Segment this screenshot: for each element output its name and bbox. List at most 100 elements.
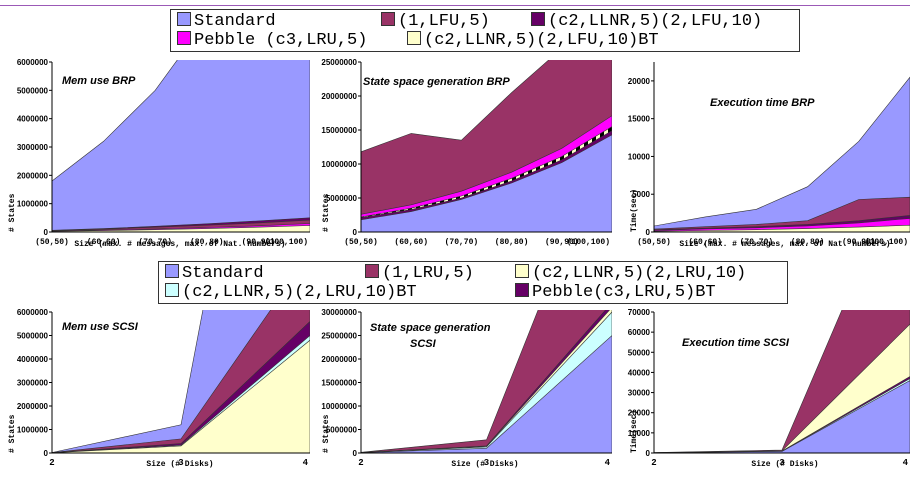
y-axis-label: # States <box>8 193 17 232</box>
x-tick-label: (70,70) <box>740 238 774 247</box>
chart-title: Execution time SCSI <box>682 337 790 349</box>
y-axis-label: Time(sec) <box>630 189 639 232</box>
y-tick-label: 50000 <box>628 348 651 357</box>
x-tick-label: (90,90) <box>545 238 579 247</box>
x-tick-label: (70,70) <box>138 238 172 247</box>
y-tick-label: 1000000 <box>17 426 49 435</box>
legend-label: Standard <box>194 12 276 31</box>
y-tick-label: 10000000 <box>321 402 357 411</box>
area-series <box>361 335 612 453</box>
x-tick-label: 4 <box>903 458 909 468</box>
y-tick-label: 3000000 <box>17 379 49 388</box>
legend-bottom: Standard (1,LRU,5) (c2,LLNR,5)(2,LRU,10)… <box>158 261 788 304</box>
legend-item: (c2,LLNR,5)(2,LRU,10)BT <box>165 283 417 302</box>
area-series <box>52 339 310 453</box>
y-tick-label: 30000 <box>628 389 651 398</box>
y-tick-label: 2000000 <box>17 402 49 411</box>
legend-item: (c2,LLNR,5)(2,LFU,10) <box>531 12 762 31</box>
y-axis-label: # States <box>322 414 331 453</box>
legend-swatch <box>531 12 545 26</box>
y-tick-label: 20000000 <box>321 355 357 364</box>
x-tick-label: (100,100) <box>567 238 610 247</box>
y-tick-label: 4000000 <box>17 115 49 124</box>
y-tick-label: 60000 <box>628 328 651 337</box>
legend-label: (1,LRU,5) <box>382 264 474 283</box>
y-axis-label: # States <box>322 193 331 232</box>
chart-title: Execution time BRP <box>710 97 815 109</box>
y-tick-label: 0 <box>353 449 358 458</box>
y-tick-label: 25000000 <box>321 58 357 67</box>
y-tick-label: 0 <box>44 228 49 237</box>
legend-swatch <box>365 264 379 278</box>
y-tick-label: 0 <box>353 228 358 237</box>
y-tick-label: 5000000 <box>326 426 358 435</box>
title-line: State space generation <box>370 322 491 334</box>
plot-area <box>52 310 310 453</box>
chart-title: State space generation BRP <box>363 76 510 88</box>
legend-swatch <box>165 283 179 297</box>
area-series <box>52 225 310 232</box>
area-series <box>654 224 910 232</box>
chart-title: State space generation SCSI <box>370 322 491 350</box>
x-tick-label: (100,100) <box>865 238 908 247</box>
legend-swatch <box>177 12 191 26</box>
x-tick-label: 4 <box>605 458 611 468</box>
legend-swatch <box>407 31 421 45</box>
x-axis-label: Size (# Disks) <box>451 460 518 469</box>
x-tick-label: (70,70) <box>445 238 479 247</box>
legend-item: (1,LRU,5) <box>365 264 474 283</box>
y-tick-label: 10000 <box>628 429 651 438</box>
x-tick-label: 3 <box>178 458 183 468</box>
area-series <box>654 76 910 232</box>
y-tick-label: 6000000 <box>17 308 49 317</box>
y-tick-label: 10000 <box>628 152 651 161</box>
area-series <box>52 60 310 232</box>
y-tick-label: 0 <box>44 449 49 458</box>
y-tick-label: 5000000 <box>17 332 49 341</box>
legend-swatch <box>515 264 529 278</box>
y-tick-label: 5000 <box>632 190 650 199</box>
y-tick-label: 5000000 <box>326 194 358 203</box>
x-tick-label: (100,100) <box>265 238 308 247</box>
y-tick-label: 3000000 <box>17 143 49 152</box>
y-axis-label: # States <box>8 414 17 453</box>
x-tick-label: (90,90) <box>842 238 876 247</box>
x-tick-label: 2 <box>358 458 363 468</box>
legend-label: (c2,LLNR,5)(2,LFU,10)BT <box>424 31 659 50</box>
x-tick-label: (50,50) <box>35 238 69 247</box>
x-tick-label: 3 <box>484 458 489 468</box>
y-tick-label: 15000 <box>628 115 651 124</box>
plot-area <box>361 310 612 453</box>
chart-ss-brp: 0 5000000 10000000 15000000 20000000 25000000… <box>321 58 612 247</box>
plot-area <box>654 76 910 232</box>
title-line: SCSI <box>410 338 437 350</box>
x-tick-label: 4 <box>303 458 309 468</box>
x-tick-label: 2 <box>651 458 656 468</box>
y-tick-label: 4000000 <box>17 355 49 364</box>
x-axis-label: Size (# Disks) <box>751 460 818 469</box>
legend-item: (c2,LLNR,5)(2,LFU,10)BT <box>407 31 659 50</box>
legend-label: Standard <box>182 264 264 283</box>
legend-item: Standard <box>165 264 264 283</box>
y-tick-label: 5000000 <box>17 86 49 95</box>
x-tick-label: (60,60) <box>87 238 121 247</box>
legend-label: (c2,LLNR,5)(2,LRU,10)BT <box>182 283 417 302</box>
y-tick-label: 0 <box>646 449 651 458</box>
x-tick-label: (50,50) <box>637 238 671 247</box>
legend-item: (c2,LLNR,5)(2,LRU,10) <box>515 264 746 283</box>
x-axis-label: Size (max. # messages, max. of Nat. numb… <box>679 240 890 249</box>
chart-mem-scsi: 0 1000000 2000000 3000000 4000000 5000000 6000… <box>8 308 310 469</box>
plot-area <box>654 310 910 453</box>
y-tick-label: 15000000 <box>321 126 357 135</box>
plot-area <box>52 60 310 232</box>
legend-label: (c2,LLNR,5)(2,LRU,10) <box>532 264 747 283</box>
y-tick-label: 20000 <box>628 409 651 418</box>
y-tick-label: 6000000 <box>17 58 49 67</box>
y-tick-label: 25000000 <box>321 332 357 341</box>
legend-swatch <box>177 31 191 45</box>
legend-item: (1,LFU,5) <box>381 12 490 31</box>
legend-item: Standard <box>177 12 276 31</box>
legend-label: (c2,LLNR,5)(2,LFU,10) <box>548 12 763 31</box>
x-tick-label: (50,50) <box>344 238 378 247</box>
